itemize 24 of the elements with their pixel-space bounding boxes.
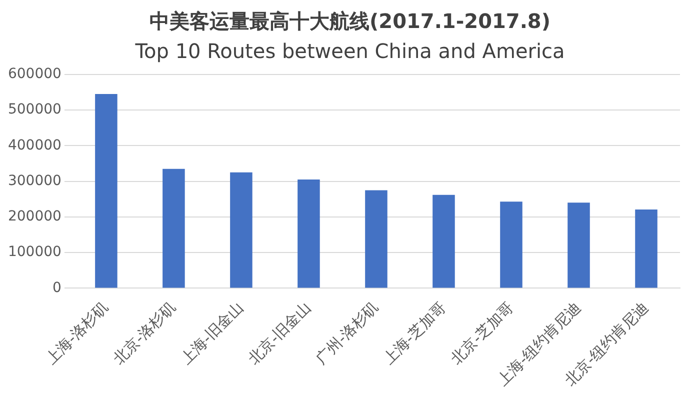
- bar: [568, 202, 590, 288]
- x-tick-label: 北京-洛杉矶: [110, 298, 180, 368]
- bar: [500, 202, 522, 288]
- y-tick-label: 400000: [8, 137, 62, 154]
- bar: [365, 190, 388, 288]
- bar: [635, 209, 658, 288]
- bar: [432, 194, 455, 288]
- bar: [162, 168, 185, 288]
- bar: [230, 172, 252, 288]
- x-tick-label: 上海-芝加哥: [380, 298, 450, 368]
- y-tick-label: 100000: [8, 244, 62, 260]
- y-tick-label: 200000: [8, 208, 62, 225]
- y-tick-label: 500000: [8, 102, 62, 118]
- x-tick-label: 广州-洛杉矶: [312, 298, 382, 368]
- chart-subtitle: Top 10 Routes between China and America: [134, 39, 566, 63]
- y-tick-label: 600000: [8, 66, 62, 82]
- chart-title: 中美客运量最高十大航线(2017.1-2017.8): [148, 8, 552, 35]
- bar: [95, 94, 118, 288]
- x-tick-label: 北京-旧金山: [244, 298, 314, 368]
- y-tick-label: 300000: [8, 172, 62, 189]
- bar: [298, 180, 320, 288]
- x-tick-label: 上海-洛杉矶: [42, 298, 112, 368]
- y-tick-label: 0: [52, 280, 62, 296]
- x-tick-label: 上海-旧金山: [177, 298, 247, 368]
